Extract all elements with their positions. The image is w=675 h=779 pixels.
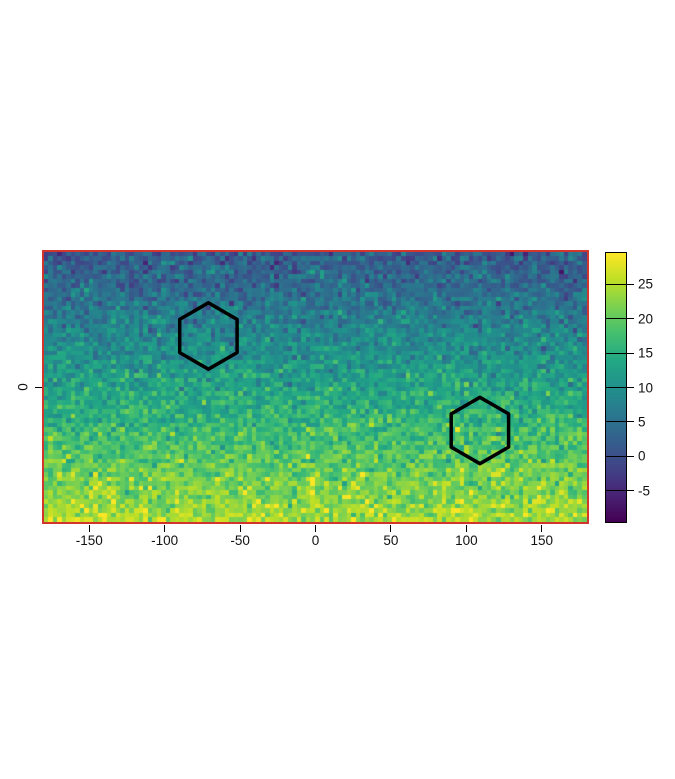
x-tick-label: 50 bbox=[383, 533, 399, 548]
x-tick-mark bbox=[541, 525, 543, 532]
colorbar-tick-mark bbox=[627, 283, 634, 285]
colorbar-tick-mark bbox=[627, 421, 634, 423]
x-tick-label: -100 bbox=[151, 533, 179, 548]
y-tick-mark bbox=[35, 386, 42, 388]
x-tick-label: 0 bbox=[311, 533, 320, 548]
colorbar-tick-line bbox=[605, 352, 627, 354]
colorbar-tick-label: 25 bbox=[638, 276, 654, 292]
x-tick-label: -50 bbox=[230, 533, 250, 548]
x-tick-mark bbox=[164, 525, 166, 532]
x-tick-mark bbox=[239, 525, 241, 532]
x-tick-label: 150 bbox=[530, 533, 554, 548]
colorbar-tick-mark bbox=[627, 455, 634, 457]
colorbar-tick-label: 20 bbox=[638, 311, 654, 327]
colorbar-tick-line bbox=[605, 318, 627, 320]
x-tick-mark bbox=[390, 525, 392, 532]
colorbar-tick-mark bbox=[627, 352, 634, 354]
colorbar-tick-line bbox=[605, 283, 627, 285]
colorbar-tick-label: 10 bbox=[638, 380, 654, 395]
colorbar-tick-mark bbox=[627, 490, 634, 492]
colorbar-tick-line bbox=[605, 490, 627, 492]
x-tick-mark bbox=[465, 525, 467, 532]
colorbar-tick-mark bbox=[627, 387, 634, 388]
x-tick-mark bbox=[88, 525, 90, 532]
colorbar-tick-label: -5 bbox=[638, 483, 651, 499]
colorbar-tick-line bbox=[605, 421, 627, 423]
colorbar-tick-mark bbox=[627, 318, 634, 320]
heatmap-raster bbox=[44, 252, 587, 522]
colorbar-tick-label: 15 bbox=[638, 345, 654, 361]
colorbar-tick-line bbox=[605, 455, 627, 457]
plot-area bbox=[42, 250, 589, 524]
y-tick-label: 0 bbox=[15, 383, 31, 391]
colorbar-tick-line bbox=[605, 387, 627, 388]
x-tick-label: -150 bbox=[75, 533, 103, 548]
colorbar-tick-label: 5 bbox=[638, 414, 646, 430]
colorbar-tick-label: 0 bbox=[638, 448, 646, 464]
x-tick-mark bbox=[315, 525, 316, 532]
x-tick-label: 100 bbox=[455, 533, 478, 548]
